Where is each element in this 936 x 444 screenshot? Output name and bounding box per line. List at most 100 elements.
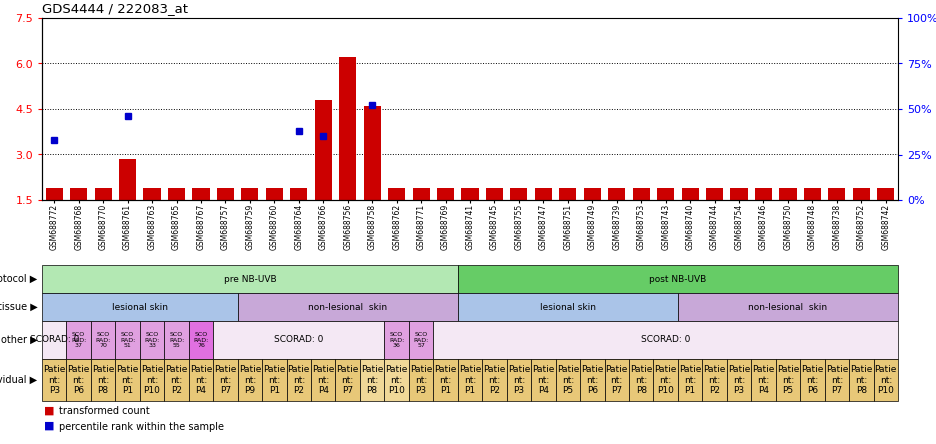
Text: Patie
nt:
P8: Patie nt: P8 [850, 365, 872, 395]
Text: percentile rank within the sample: percentile rank within the sample [59, 422, 224, 432]
Bar [560, 188, 577, 200]
Text: SCO
RAD:
33: SCO RAD: 33 [144, 332, 160, 348]
Text: SCORAD: 0: SCORAD: 0 [641, 336, 691, 345]
Text: non-lesional  skin: non-lesional skin [749, 302, 827, 312]
Bar [335, 359, 360, 401]
Bar [385, 321, 409, 359]
Bar [70, 188, 87, 200]
Bar [804, 188, 821, 200]
Bar [730, 188, 748, 200]
Bar [776, 359, 800, 401]
Text: Patie
nt:
P1: Patie nt: P1 [679, 365, 701, 395]
Bar [91, 321, 115, 359]
Text: SCO
RAD:
36: SCO RAD: 36 [389, 332, 404, 348]
Bar [510, 188, 528, 200]
Bar [238, 359, 262, 401]
Bar [556, 359, 580, 401]
Bar [363, 106, 381, 200]
Bar [853, 188, 870, 200]
Bar [584, 188, 601, 200]
Bar [825, 359, 849, 401]
Bar [66, 359, 91, 401]
Bar [534, 188, 552, 200]
Bar [458, 359, 482, 401]
Bar [678, 359, 702, 401]
Text: Patie
nt:
P6: Patie nt: P6 [801, 365, 824, 395]
Bar [360, 359, 385, 401]
Bar [873, 359, 898, 401]
Text: ■: ■ [44, 405, 54, 416]
Bar [458, 293, 678, 321]
Text: GDS4444 / 222083_at: GDS4444 / 222083_at [42, 2, 188, 15]
Bar [46, 188, 63, 200]
Bar [143, 188, 161, 200]
Text: Patie
nt:
P1: Patie nt: P1 [459, 365, 481, 395]
Bar [95, 188, 111, 200]
Bar [531, 359, 556, 401]
Text: Patie
nt:
P2: Patie nt: P2 [703, 365, 725, 395]
Text: SCO
RAD:
51: SCO RAD: 51 [120, 332, 135, 348]
Bar [506, 359, 531, 401]
Bar [165, 321, 189, 359]
Text: pre NB-UVB: pre NB-UVB [224, 274, 276, 284]
Bar [266, 188, 283, 200]
Bar [388, 188, 405, 200]
Bar [165, 359, 189, 401]
Text: Patie
nt:
P7: Patie nt: P7 [337, 365, 358, 395]
Text: Patie
nt:
P4: Patie nt: P4 [753, 365, 775, 395]
Bar [314, 100, 332, 200]
Text: Patie
nt:
P6: Patie nt: P6 [67, 365, 90, 395]
Text: SCO
RAD:
70: SCO RAD: 70 [95, 332, 110, 348]
Text: Patie
nt:
P8: Patie nt: P8 [630, 365, 652, 395]
Bar [828, 188, 845, 200]
Text: Patie
nt:
P3: Patie nt: P3 [507, 365, 530, 395]
Bar [189, 321, 213, 359]
Bar [42, 265, 458, 293]
Bar [139, 321, 165, 359]
Bar [726, 359, 752, 401]
Text: lesional skin: lesional skin [111, 302, 168, 312]
Text: Patie
nt:
P7: Patie nt: P7 [826, 365, 848, 395]
Text: Patie
nt:
P3: Patie nt: P3 [410, 365, 432, 395]
Text: SCO
RAD:
57: SCO RAD: 57 [414, 332, 429, 348]
Bar [189, 359, 213, 401]
Text: other ▶: other ▶ [1, 335, 37, 345]
Bar [605, 359, 629, 401]
Text: Patie
nt:
P4: Patie nt: P4 [533, 365, 554, 395]
Bar [580, 359, 605, 401]
Bar [633, 188, 650, 200]
Text: Patie
nt:
P1: Patie nt: P1 [434, 365, 457, 395]
Bar [290, 188, 307, 200]
Text: Patie
nt:
P8: Patie nt: P8 [92, 365, 114, 395]
Text: Patie
nt:
P4: Patie nt: P4 [312, 365, 334, 395]
Text: Patie
nt:
P1: Patie nt: P1 [263, 365, 285, 395]
Text: Patie
nt:
P8: Patie nt: P8 [361, 365, 384, 395]
Bar [119, 159, 136, 200]
Text: ■: ■ [44, 421, 54, 431]
Text: SCO
RAD:
76: SCO RAD: 76 [194, 332, 209, 348]
Text: non-lesional  skin: non-lesional skin [308, 302, 388, 312]
Bar [238, 293, 458, 321]
Bar [115, 359, 139, 401]
Bar [311, 359, 335, 401]
Bar [139, 359, 165, 401]
Bar [780, 188, 797, 200]
Bar [678, 293, 898, 321]
Bar [213, 359, 238, 401]
Bar [193, 188, 210, 200]
Bar [608, 188, 625, 200]
Bar [241, 188, 258, 200]
Bar [339, 57, 357, 200]
Bar [413, 188, 430, 200]
Text: protocol ▶: protocol ▶ [0, 274, 37, 284]
Text: Patie
nt:
P5: Patie nt: P5 [777, 365, 799, 395]
Text: post NB-UVB: post NB-UVB [650, 274, 707, 284]
Text: Patie
nt:
P7: Patie nt: P7 [214, 365, 237, 395]
Bar [168, 188, 185, 200]
Text: SCORAD: 0: SCORAD: 0 [30, 336, 79, 345]
Text: SCORAD: 0: SCORAD: 0 [274, 336, 324, 345]
Text: Patie
nt:
P9: Patie nt: P9 [239, 365, 261, 395]
Bar [66, 321, 91, 359]
Bar [262, 359, 286, 401]
Text: Patie
nt:
P2: Patie nt: P2 [483, 365, 505, 395]
